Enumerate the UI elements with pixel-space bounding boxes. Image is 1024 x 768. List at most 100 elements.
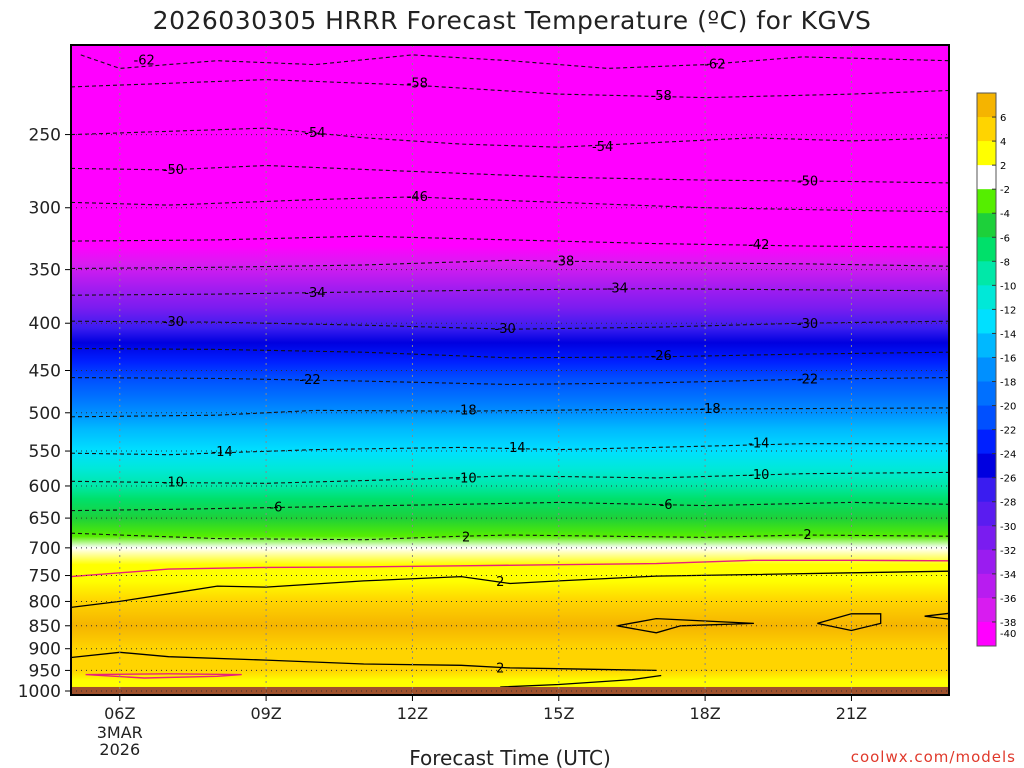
colorbar-label: -26 (1000, 474, 1016, 485)
pressure-tick-label: 600 (29, 477, 61, 497)
site-credit[interactable]: coolwx.com/models (851, 748, 1016, 766)
colorbar-swatch (977, 381, 996, 407)
contour-line (924, 612, 949, 620)
colorbar-swatch (977, 549, 996, 575)
colorbar-swatch (977, 573, 996, 599)
colorbar-swatch (977, 333, 996, 358)
pressure-tick-label: 850 (29, 617, 61, 637)
time-tick-label: 09Z (250, 704, 281, 723)
colorbar-label: -24 (1000, 450, 1016, 461)
contour-label: -14 (748, 437, 769, 452)
contour-label: -18 (455, 403, 476, 418)
colorbar-swatch (977, 621, 996, 647)
colorbar-label: -32 (1000, 546, 1016, 557)
colorbar-label: -38 (1000, 618, 1016, 629)
colorbar-swatch (977, 165, 996, 190)
contour-line (71, 164, 949, 184)
colorbar-label: 2 (1000, 161, 1006, 172)
time-tick-label: 18Z (689, 704, 720, 723)
colorbar-label: -22 (1000, 426, 1016, 437)
colorbar-swatch (977, 309, 996, 334)
colorbar-swatch (977, 213, 996, 238)
colorbar-swatch (977, 117, 996, 142)
pressure-tick-label: 700 (29, 539, 61, 559)
contour-line (71, 377, 949, 386)
contour-label: -10 (455, 472, 476, 487)
contour-label: -54 (304, 126, 325, 141)
colorbar-swatch (977, 501, 996, 527)
colorbar-swatch (977, 237, 996, 262)
contour-label: -38 (553, 255, 574, 270)
pressure-tick-label: 900 (29, 640, 61, 660)
contour-line (817, 613, 882, 632)
time-tick-label: 15Z (543, 704, 574, 723)
colorbar-label: -8 (1000, 257, 1010, 268)
colorbar-swatch (977, 477, 996, 503)
colorbar-swatch (977, 93, 996, 118)
colorbar-swatch (977, 189, 996, 214)
contour-line (85, 673, 242, 679)
contour-line (71, 559, 949, 578)
colorbar-label: -2 (1000, 185, 1010, 196)
contour-label: -54 (592, 140, 613, 155)
pressure-tick-label: 750 (29, 567, 61, 587)
contour-label: -58 (407, 76, 428, 91)
contour-label: -22 (797, 372, 818, 387)
pressure-tick-label: 950 (29, 661, 61, 681)
pressure-tick-label: 500 (29, 404, 61, 424)
contour-line (71, 501, 949, 512)
contour-layer (71, 54, 949, 688)
ground-band (71, 686, 949, 695)
contour-label: -46 (407, 190, 428, 205)
pressure-tick-label: 250 (29, 126, 61, 146)
contour-label: -14 (504, 441, 525, 456)
contour-line (71, 570, 949, 609)
ground-layer (71, 686, 949, 695)
colorbar-label: -4 (1000, 209, 1010, 220)
contour-label-layer: -62 -62-58-58-54-54-50-50-46-42-38-34-34-… (134, 54, 819, 677)
pressure-tick-label: 550 (29, 442, 61, 462)
colorbar-label: -16 (1000, 353, 1016, 364)
contour-line (71, 347, 949, 359)
temperature-field (71, 45, 949, 695)
pressure-tick-label: 350 (29, 261, 61, 281)
contour-label: -18 (699, 402, 720, 417)
contour-label: -62 (134, 54, 155, 69)
contour-label: -50 (163, 163, 184, 178)
contour-label: -30 (495, 322, 516, 337)
colorbar-swatch (977, 597, 996, 623)
contour-label: -6 (269, 500, 282, 515)
x-axis-title: Forecast Time (UTC) (409, 746, 611, 768)
colorbar-swatch (977, 525, 996, 551)
colorbar: 6 4 2 -2 -4 -6 -8 -10 -12 -14 -16 -18 -20 -22 -24 -26 -2… (976, 92, 1016, 647)
contour-line (71, 196, 949, 213)
colorbar-swatch (977, 453, 996, 479)
contour-label: 2 (496, 575, 504, 590)
colorbar-label: -28 (1000, 498, 1016, 509)
contour-line (71, 471, 949, 484)
contour-line (500, 674, 662, 688)
contour-label: -42 (748, 238, 769, 253)
contour-label: -30 (163, 315, 184, 330)
colorbar-label: -18 (1000, 378, 1016, 389)
contour-label: -26 (651, 349, 672, 364)
pressure-tick-label: 400 (29, 314, 61, 334)
pressure-tick-label: 450 (29, 361, 61, 381)
time-tick-label: 12Z (397, 704, 428, 723)
colorbar-swatch (977, 429, 996, 455)
pressure-axis: 250 300 350 400 450 500 550 600 650 700 750 800 850 9… (18, 126, 71, 702)
colorbar-swatch (977, 285, 996, 310)
colorbar-label: -40 (1000, 629, 1016, 640)
contour-line (71, 235, 949, 248)
contour-line (71, 259, 949, 270)
contour-label: -34 (304, 286, 325, 301)
colorbar-label: -12 (1000, 305, 1016, 316)
colorbar-label: -20 (1000, 402, 1016, 413)
contour-label: -10 (748, 468, 769, 483)
colorbar-label: 4 (1000, 137, 1006, 148)
contour-line (71, 79, 949, 99)
colorbar-label: -6 (1000, 233, 1010, 244)
contour-label: -6 (660, 498, 673, 513)
